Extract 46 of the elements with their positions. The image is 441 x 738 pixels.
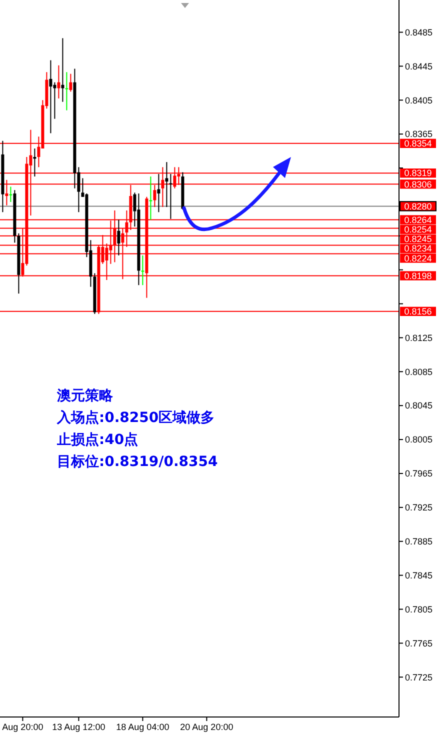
candlestick [169, 173, 172, 220]
candlestick [149, 176, 152, 220]
ref-line-label: 0.8280 [404, 201, 432, 212]
y-tick-label: 0.7805 [405, 604, 433, 614]
ref-line-label: 0.8354 [404, 138, 432, 149]
y-tick-label: 0.8485 [405, 27, 433, 38]
candlestick [65, 72, 68, 111]
x-tick-label: Aug 20:00 [2, 722, 44, 732]
ref-line-label: 0.8306 [404, 179, 432, 190]
y-tick-label: 0.8405 [405, 95, 433, 106]
ref-line-label: 0.8319 [404, 168, 432, 178]
ref-line-label: 0.8234 [404, 244, 432, 254]
ref-line-label: 0.8245 [404, 234, 432, 244]
candlestick [49, 60, 52, 134]
x-tick-label: 18 Aug 04:00 [116, 722, 170, 732]
y-tick-label: 0.8125 [405, 332, 433, 343]
candlestick [165, 162, 168, 208]
annotation: 澳元策略 [56, 388, 114, 404]
y-tick-label: 0.7725 [405, 672, 433, 682]
ref-line-label: 0.8224 [404, 253, 432, 264]
y-tick-label: 0.7845 [405, 570, 433, 580]
y-tick-label: 0.8445 [405, 61, 433, 72]
candlestick [57, 64, 60, 99]
y-tick-label: 0.7885 [405, 536, 433, 547]
ref-line-label: 0.8264 [404, 214, 432, 225]
x-tick-label: 13 Aug 12:00 [52, 722, 106, 732]
y-tick-label: 0.8085 [405, 366, 433, 377]
annotation: 止损点:40点 [56, 432, 138, 448]
y-tick-label: 0.8365 [405, 129, 433, 140]
ref-line-label: 0.8156 [404, 306, 432, 317]
candlestick [157, 173, 160, 213]
candlestick [33, 148, 36, 177]
candlestick [117, 219, 120, 256]
candlestick [141, 254, 144, 286]
x-tick-label: 20 Aug 20:00 [180, 722, 234, 732]
y-tick-label: 0.8005 [405, 434, 433, 445]
candlestick [69, 73, 72, 92]
annotation: 入场点:0.8250区域做多 [56, 410, 215, 426]
annotation: 目标位:0.8319/0.8354 [57, 454, 218, 470]
ref-line-label: 0.8254 [404, 224, 432, 235]
y-tick-label: 0.7765 [405, 638, 433, 648]
candlestick [9, 186, 12, 202]
ref-line-label: 0.8198 [404, 270, 432, 281]
y-tick-label: 0.7925 [405, 502, 433, 513]
y-tick-label: 0.8045 [405, 400, 433, 411]
y-tick-label: 0.7965 [405, 468, 433, 479]
